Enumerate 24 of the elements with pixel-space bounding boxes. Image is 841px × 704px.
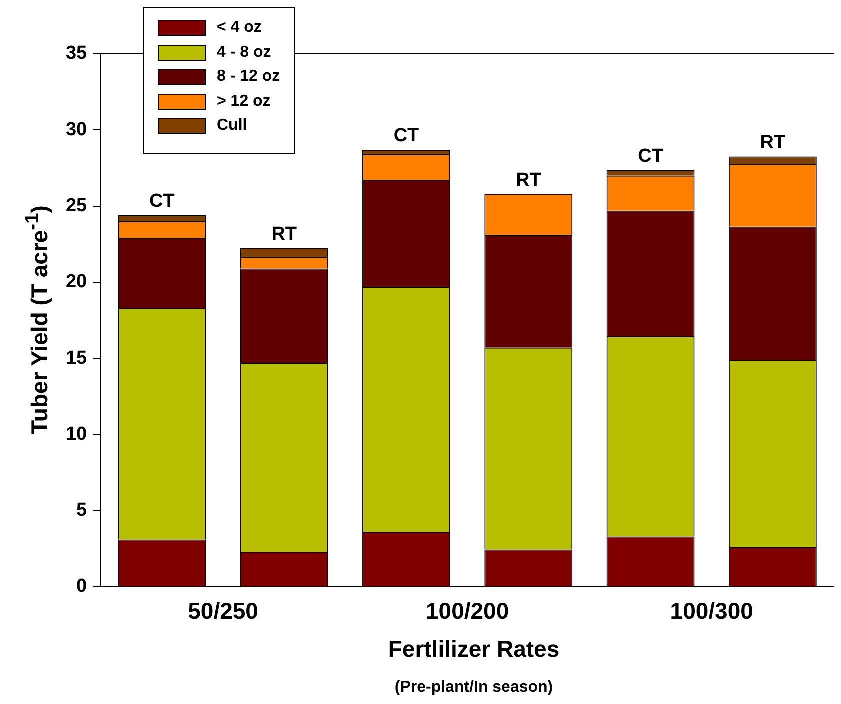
x-axis-title: Fertlilizer Rates — [388, 636, 560, 663]
y-tick-label: 25 — [66, 196, 88, 217]
legend-label: 8 - 12 oz — [217, 68, 280, 86]
data-label: CT — [150, 191, 176, 212]
x-tick-label: 100/300 — [670, 598, 754, 624]
data-label: CT — [638, 146, 664, 168]
y-tick-label: 0 — [76, 576, 88, 598]
data-label: CT — [394, 126, 420, 147]
y-tick-label: 35 — [66, 43, 88, 64]
y-tick-label: 20 — [66, 272, 88, 293]
legend-label: 4 - 8 oz — [217, 44, 272, 62]
y-tick-label: 30 — [66, 119, 88, 140]
data-label: RT — [272, 224, 298, 245]
y-tick-label: 15 — [66, 348, 88, 369]
legend-label: Cull — [217, 117, 248, 136]
data-label: RT — [760, 132, 786, 154]
y-tick-label: 5 — [76, 500, 88, 522]
legend-label: > 12 oz — [217, 92, 271, 111]
text: (Pre-plant/In season) — [394, 679, 554, 697]
x-tick-label: 100/200 — [426, 598, 510, 624]
y-tick-label: 10 — [66, 424, 88, 445]
data-label: RT — [516, 170, 542, 191]
legend-label: < 4 oz — [217, 19, 262, 38]
x-tick-label: 50/250 — [188, 598, 258, 624]
